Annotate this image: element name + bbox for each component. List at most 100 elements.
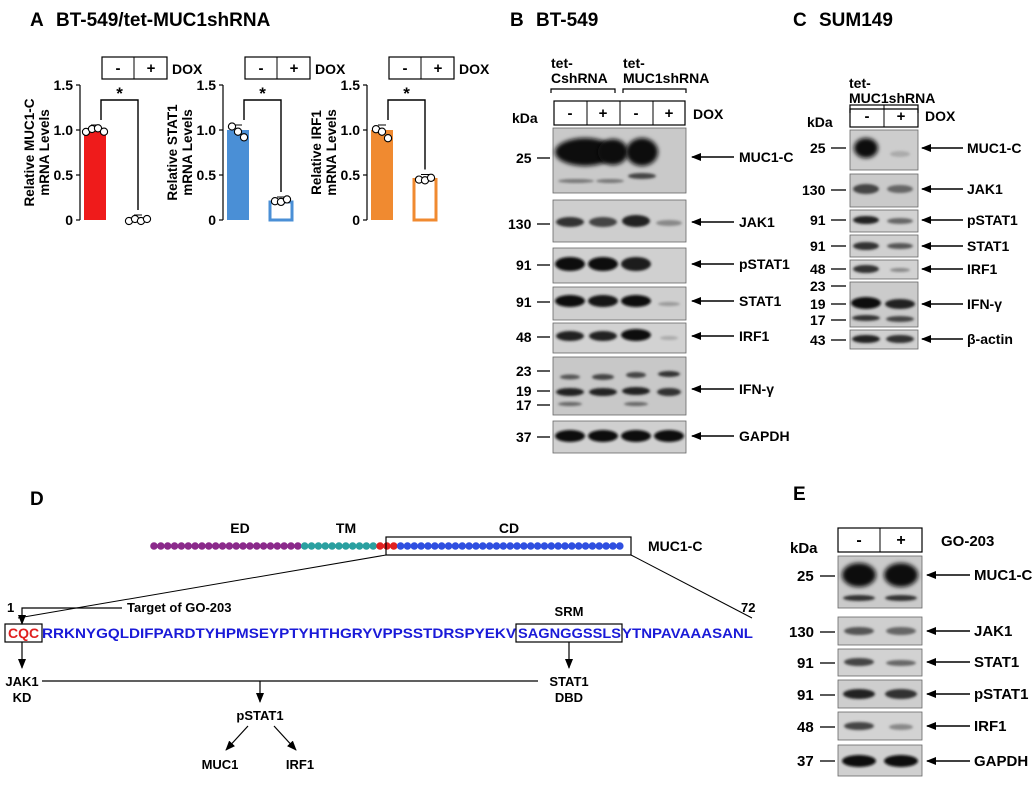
bead-ed: [225, 542, 234, 550]
y-tick-label: 1.5: [341, 77, 361, 93]
panel-c-dox-label: DOX: [925, 108, 956, 124]
bar-minus: [227, 130, 249, 220]
bead-cd: [451, 542, 460, 550]
blot-c-bactin: [849, 329, 919, 350]
bead-tm: [300, 542, 309, 550]
panel-b-lane-3: -: [634, 105, 639, 122]
dox-minus: -: [116, 60, 121, 77]
panel-e-kda: kDa: [790, 540, 818, 557]
y-tick-label: 0.5: [54, 167, 74, 183]
panel-b-group2-line1: tet-: [623, 55, 645, 71]
data-point: [99, 127, 109, 136]
bead-ed: [205, 542, 213, 550]
label-e-pstat1: pSTAT1: [974, 686, 1028, 703]
panel-c-group-line2: MUC1shRNA: [849, 90, 935, 106]
label-c-bactin: β-actin: [967, 331, 1013, 347]
label-b-muc1c: MUC1-C: [739, 149, 793, 165]
domain-cd-label: CD: [499, 520, 519, 536]
panel-b: B BT-549 tet- CshRNA tet- MUC1shRNA - + …: [508, 10, 793, 454]
bead-tm: [335, 542, 343, 550]
y-tick-label: 1.5: [54, 77, 74, 93]
panel-e-mw-markers: 25 130 91 91 48 37: [789, 568, 835, 770]
bead-ed: [259, 542, 268, 550]
bead-ed: [294, 542, 302, 550]
mw-e-48: 48: [797, 719, 814, 736]
domain-tm-label: TM: [336, 520, 356, 536]
panel-a-title: BT-549/tet-MUC1shRNA: [56, 10, 271, 31]
sequence-motif-cqc: CQC: [8, 625, 39, 641]
y-tick-label: 0: [65, 212, 73, 228]
label-c-jak1: JAK1: [967, 181, 1003, 197]
jak1-kd-line2: KD: [13, 690, 32, 705]
bead-ed: [232, 542, 240, 550]
mw-b-37: 37: [516, 429, 532, 445]
bead-ed: [266, 542, 275, 550]
bead-ed: [280, 542, 288, 550]
panel-e-treatment: GO-203: [941, 533, 994, 550]
blot-c-pstat1: [849, 209, 919, 233]
label-b-irf1: IRF1: [739, 328, 770, 344]
dox-label: DOX: [459, 61, 490, 77]
significance-bracket: [243, 99, 282, 192]
dox-minus: -: [403, 60, 408, 77]
bead-cqc: [383, 542, 391, 550]
bead-tm: [342, 542, 350, 550]
bead-cd: [513, 542, 521, 550]
label-c-ifng: IFN-γ: [967, 296, 1002, 312]
stat1-dbd-line2: DBD: [555, 690, 583, 705]
mw-b-23: 23: [516, 363, 532, 379]
target-irf1: IRF1: [286, 757, 314, 772]
bead-ed: [177, 542, 186, 550]
bead-ed: [239, 542, 247, 550]
label-c-pstat1: pSTAT1: [967, 212, 1018, 228]
bead-cqc: [389, 542, 398, 550]
target-arrow: [18, 607, 122, 625]
bead-ed: [163, 542, 172, 550]
panel-a: A BT-549/tet-MUC1shRNA - + DOX1.51.00.50Re…: [22, 10, 490, 228]
go203-target-label: Target of GO-203: [127, 600, 232, 615]
label-b-gapdh: GAPDH: [739, 428, 790, 444]
significance-star: *: [403, 84, 410, 103]
bead-tm: [328, 542, 336, 550]
panel-e: E - + GO-203 kDa: [789, 484, 1032, 777]
bar-minus: [84, 130, 106, 220]
dox-minus: -: [259, 60, 264, 77]
protein-name-label: MUC1-C: [648, 538, 702, 554]
bead-ed: [287, 542, 295, 550]
mw-e-37: 37: [797, 753, 814, 770]
bead-cd: [479, 542, 487, 550]
bead-cd: [417, 542, 425, 550]
label-e-gapdh: GAPDH: [974, 753, 1028, 770]
blot-c-stat1: [849, 234, 919, 258]
mw-c-91b: 91: [810, 238, 826, 254]
bead-ed: [246, 542, 254, 550]
mw-c-17: 17: [810, 312, 826, 328]
mw-c-25: 25: [810, 140, 826, 156]
mw-b-130: 130: [508, 216, 532, 232]
y-axis-label-line2: mRNA Levels: [324, 109, 339, 196]
panel-c-group-line1: tet-: [849, 75, 871, 91]
panel-e-lane-1: -: [856, 532, 861, 549]
bead-cd: [492, 542, 501, 550]
mw-b-91b: 91: [516, 294, 532, 310]
bead-tm: [321, 542, 330, 550]
panel-b-protein-labels: MUC1-C JAK1 pSTAT1 STAT1 IRF1 IFN-γ GAPD…: [691, 149, 793, 444]
bead-cd: [506, 542, 514, 550]
bead-ed: [211, 542, 220, 550]
y-axis-label-line2: mRNA Levels: [37, 109, 52, 196]
bead-tm: [355, 542, 364, 550]
label-b-stat1: STAT1: [739, 293, 781, 309]
target-muc1: MUC1: [202, 757, 239, 772]
label-e-jak1: JAK1: [974, 623, 1012, 640]
data-point: [93, 124, 103, 133]
label-b-jak1: JAK1: [739, 214, 775, 230]
label-e-stat1: STAT1: [974, 654, 1019, 671]
y-axis-label-line1: Relative IRF1: [309, 110, 324, 195]
panel-c-kda: kDa: [807, 114, 833, 130]
bead-ed: [157, 542, 165, 550]
panel-b-lane-2: +: [599, 105, 608, 122]
bead-ed: [191, 542, 199, 550]
bead-ed: [170, 542, 179, 550]
